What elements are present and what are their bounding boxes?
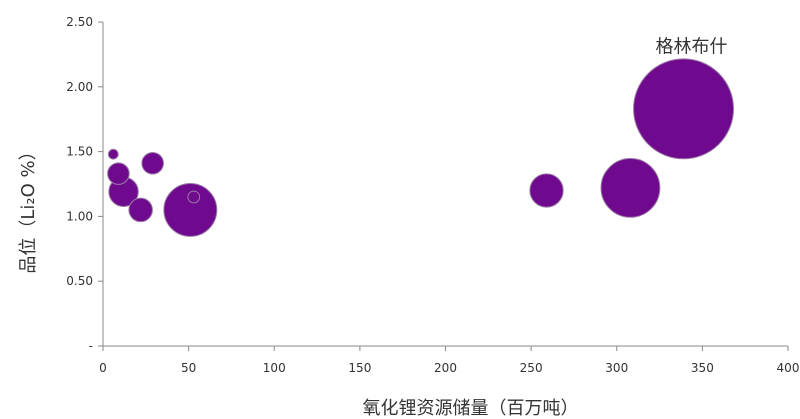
y-tick-label: 1.50: [66, 145, 93, 159]
y-axis-title: 品位（Li₂O %）: [18, 142, 39, 273]
axes: [98, 21, 789, 351]
bubble-point: [187, 190, 201, 204]
y-tick-label: 2.00: [66, 80, 93, 94]
bubble-point: [141, 151, 164, 175]
annotation-label: 格林布什: [656, 36, 728, 57]
bubble-point: [633, 58, 735, 160]
y-tick-label: 2.50: [66, 15, 93, 29]
x-tick-label: 0: [99, 361, 107, 375]
bubble-point: [107, 148, 119, 160]
bubble-point: [163, 182, 218, 237]
labels: - 0.50 1.00 1.50 2.00 2.50 0 50 100 150 200 250 300 3…: [18, 15, 799, 419]
y-tick-label: -: [89, 339, 93, 353]
bubble-point: [107, 162, 130, 185]
bubble-point: [128, 197, 153, 223]
y-tick-label: 1.00: [66, 209, 93, 223]
x-axis-title: 氧化锂资源储量（百万吨）: [363, 398, 579, 419]
x-tick-label: 400: [777, 361, 800, 375]
x-tick-label: 350: [691, 361, 714, 375]
x-tick-label: 200: [434, 361, 457, 375]
bubble-point: [529, 173, 564, 208]
x-tick-label: 100: [263, 361, 286, 375]
bubble-point: [600, 157, 661, 218]
x-tick-label: 150: [348, 361, 371, 375]
x-tick-label: 250: [520, 361, 543, 375]
x-tick-label: 300: [605, 361, 628, 375]
x-tick-label: 50: [181, 361, 196, 375]
y-tick-label: 0.50: [66, 274, 93, 288]
bubbles: [107, 58, 735, 237]
